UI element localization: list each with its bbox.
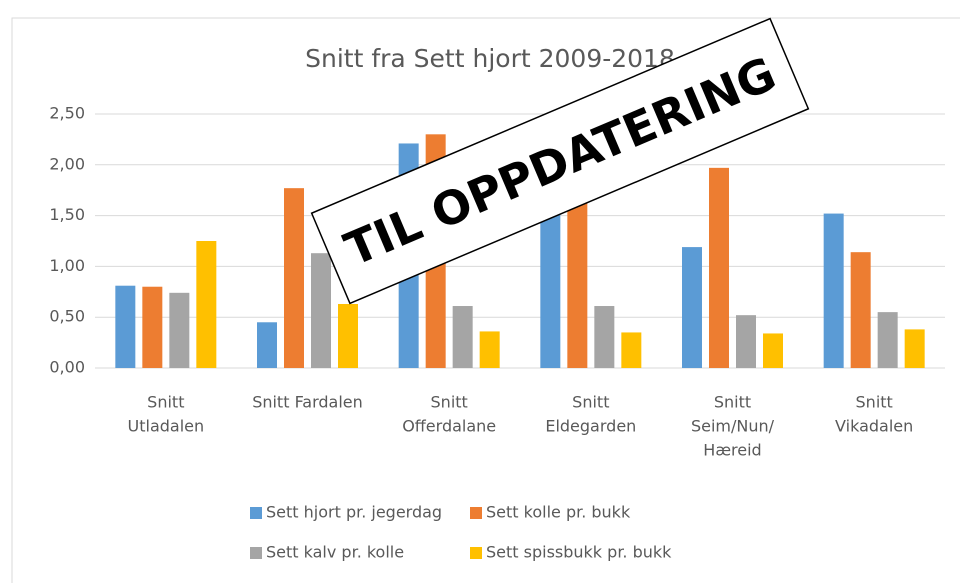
x-tick-label: Eldegarden — [545, 417, 636, 436]
bar — [169, 292, 190, 368]
legend-label: Sett hjort pr. jegerdag — [266, 503, 442, 522]
bar — [540, 195, 561, 368]
legend-label: Sett spissbukk pr. bukk — [486, 543, 672, 562]
bar — [284, 188, 304, 368]
bar — [196, 241, 217, 368]
legend-label: Sett kolle pr. bukk — [486, 503, 631, 522]
x-tick-label: Hæreid — [703, 441, 761, 460]
x-tick-label: Snitt — [431, 393, 468, 412]
bar — [479, 331, 500, 368]
bar — [709, 167, 729, 368]
legend-swatch — [250, 547, 262, 559]
bar — [567, 194, 588, 368]
x-tick-label: Offerdalane — [402, 417, 496, 436]
legend-swatch — [470, 507, 482, 519]
y-tick-label: 1,50 — [49, 205, 85, 224]
bar — [850, 252, 871, 368]
x-tick-label: Snitt Fardalen — [252, 393, 363, 412]
x-tick-label: Utladalen — [128, 417, 205, 436]
bar — [823, 213, 844, 368]
bar — [257, 322, 277, 368]
x-tick-label: Seim/Nun/ — [691, 417, 775, 436]
bar — [736, 315, 756, 368]
y-tick-label: 0,00 — [49, 358, 85, 377]
bar — [142, 286, 163, 368]
y-tick-label: 0,50 — [49, 307, 85, 326]
x-tick-label: Snitt — [572, 393, 609, 412]
legend-label: Sett kalv pr. kolle — [266, 543, 404, 562]
bar — [311, 253, 331, 368]
bar — [904, 329, 925, 368]
legend-swatch — [470, 547, 482, 559]
bar — [115, 285, 136, 368]
chart-title: Snitt fra Sett hjort 2009-2018 — [305, 44, 675, 73]
bar — [877, 312, 898, 368]
bar — [682, 247, 702, 368]
bar — [452, 306, 473, 368]
stamp-box — [310, 17, 810, 305]
bar — [338, 303, 358, 368]
legend-swatch — [250, 507, 262, 519]
bar — [621, 332, 642, 368]
x-tick-label: Snitt — [714, 393, 751, 412]
x-tick-label: Snitt — [147, 393, 184, 412]
x-tick-label: Snitt — [856, 393, 893, 412]
y-tick-label: 1,00 — [49, 256, 85, 275]
bar — [763, 333, 783, 368]
bar — [594, 306, 615, 368]
x-tick-label: Vikadalen — [835, 417, 913, 436]
y-tick-label: 2,50 — [49, 104, 85, 123]
y-tick-label: 2,00 — [49, 154, 85, 173]
